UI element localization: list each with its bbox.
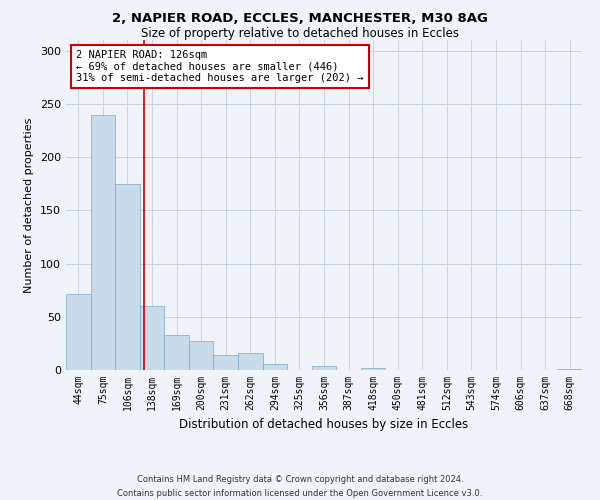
Text: Contains HM Land Registry data © Crown copyright and database right 2024.
Contai: Contains HM Land Registry data © Crown c… — [118, 476, 482, 498]
Bar — [263, 364, 287, 370]
Text: Size of property relative to detached houses in Eccles: Size of property relative to detached ho… — [141, 28, 459, 40]
Text: 2, NAPIER ROAD, ECCLES, MANCHESTER, M30 8AG: 2, NAPIER ROAD, ECCLES, MANCHESTER, M30 … — [112, 12, 488, 26]
Bar — [214, 355, 238, 370]
Bar — [238, 353, 263, 370]
Bar — [140, 306, 164, 370]
Bar — [115, 184, 140, 370]
Text: 2 NAPIER ROAD: 126sqm
← 69% of detached houses are smaller (446)
31% of semi-det: 2 NAPIER ROAD: 126sqm ← 69% of detached … — [76, 50, 364, 83]
Bar — [557, 369, 582, 370]
Bar — [189, 342, 214, 370]
X-axis label: Distribution of detached houses by size in Eccles: Distribution of detached houses by size … — [179, 418, 469, 432]
Bar — [312, 366, 336, 370]
Bar — [91, 114, 115, 370]
Bar — [66, 294, 91, 370]
Y-axis label: Number of detached properties: Number of detached properties — [25, 118, 34, 292]
Bar — [164, 335, 189, 370]
Bar — [361, 368, 385, 370]
